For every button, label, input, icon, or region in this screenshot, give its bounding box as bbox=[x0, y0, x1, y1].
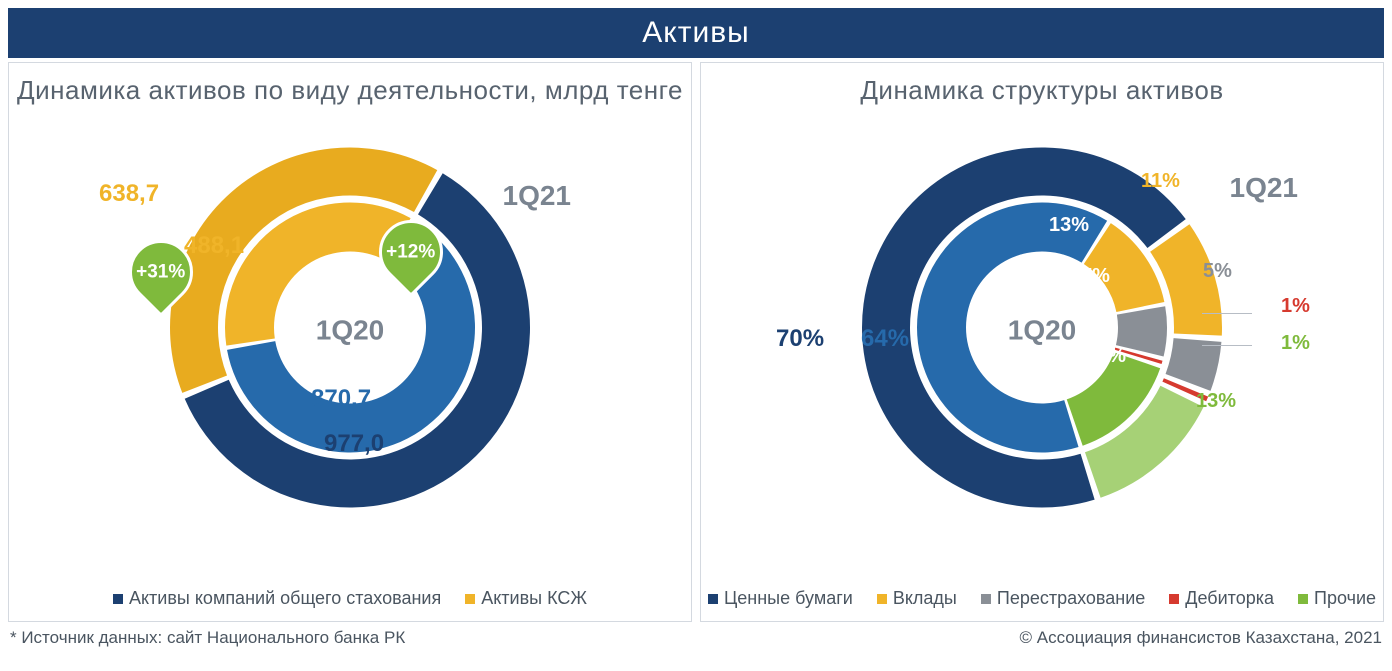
right-outer-receiv-alt-value: 1% bbox=[1281, 332, 1310, 355]
footer-copyright: © Ассоциация финансистов Казахстана, 202… bbox=[1020, 628, 1382, 648]
legend-swatch bbox=[1169, 594, 1179, 604]
right-outer-deposits-value: 11% bbox=[1141, 170, 1180, 193]
right-outer-receiv-value: 1% bbox=[1281, 295, 1310, 318]
right-legend: Ценные бумаги Вклады Перестрахование Дебито… bbox=[701, 588, 1383, 609]
right-outer-reins-value: 5% bbox=[1203, 260, 1232, 283]
left-donut: 1Q20 bbox=[140, 118, 560, 543]
right-panel-title: Динамика структуры активов bbox=[701, 63, 1383, 110]
legend-label: Перестрахование bbox=[997, 588, 1145, 609]
legend-swatch bbox=[981, 594, 991, 604]
right-inner-other-value: 15% bbox=[1086, 345, 1126, 368]
right-inner-deposits-value: 13% bbox=[1049, 214, 1089, 237]
footer-source: * Источник данных: сайт Национального ба… bbox=[10, 628, 405, 648]
right-inner-securities-value: 64% bbox=[861, 325, 909, 353]
legend-item: Активы компаний общего стахования bbox=[113, 588, 441, 609]
footer: * Источник данных: сайт Национального ба… bbox=[0, 622, 1392, 648]
left-inner-general-value: 870,7 bbox=[311, 385, 371, 413]
right-center-label: 1Q20 bbox=[1008, 314, 1077, 346]
right-outer-period-label: 1Q21 bbox=[1230, 172, 1299, 204]
legend-item: Вклады bbox=[877, 588, 957, 609]
legend-label: Ценные бумаги bbox=[724, 588, 853, 609]
left-badge-general-text: +12% bbox=[386, 241, 435, 263]
right-outer-securities-value: 70% bbox=[776, 325, 824, 353]
legend-item: Прочие bbox=[1298, 588, 1376, 609]
right-panel: Динамика структуры активов 1Q20 1Q21 70%… bbox=[700, 62, 1384, 622]
left-center-label: 1Q20 bbox=[316, 314, 385, 346]
left-panel-title: Динамика активов по виду деятельности, м… bbox=[9, 63, 691, 110]
left-outer-general-value: 977,0 bbox=[324, 430, 384, 458]
header-title: Активы bbox=[642, 16, 749, 49]
legend-item: Активы КСЖ bbox=[465, 588, 587, 609]
left-badge-ksz-text: +31% bbox=[136, 261, 185, 283]
legend-swatch bbox=[877, 594, 887, 604]
header-bar: Активы bbox=[8, 8, 1384, 58]
legend-swatch bbox=[1298, 594, 1308, 604]
legend-label: Прочие bbox=[1314, 588, 1376, 609]
legend-swatch bbox=[465, 594, 475, 604]
left-panel: Динамика активов по виду деятельности, м… bbox=[8, 62, 692, 622]
left-legend: Активы компаний общего стахования Активы … bbox=[9, 588, 691, 609]
legend-item: Ценные бумаги bbox=[708, 588, 853, 609]
right-inner-reins-value: 7% bbox=[1081, 265, 1110, 288]
legend-item: Дебиторка bbox=[1169, 588, 1274, 609]
legend-item: Перестрахование bbox=[981, 588, 1145, 609]
legend-swatch bbox=[708, 594, 718, 604]
legend-label: Дебиторка bbox=[1185, 588, 1274, 609]
right-chart-area: 1Q20 1Q21 70% 64% 13% 11% 7% 5% 1% 1% 15… bbox=[701, 110, 1383, 550]
legend-label: Активы компаний общего стахования bbox=[129, 588, 441, 609]
left-inner-ksz-value: 488,1 bbox=[184, 232, 244, 260]
left-chart-area: 1Q20 1Q21 638,7 488,1 870,7 977,0 +31% +… bbox=[9, 110, 691, 550]
left-outer-period-label: 1Q21 bbox=[503, 180, 572, 212]
left-outer-ksz-value: 638,7 bbox=[99, 180, 159, 208]
legend-swatch bbox=[113, 594, 123, 604]
legend-label: Активы КСЖ bbox=[481, 588, 587, 609]
legend-label: Вклады bbox=[893, 588, 957, 609]
panels-row: Динамика активов по виду деятельности, м… bbox=[0, 62, 1392, 622]
right-outer-other-value: 13% bbox=[1196, 390, 1236, 413]
